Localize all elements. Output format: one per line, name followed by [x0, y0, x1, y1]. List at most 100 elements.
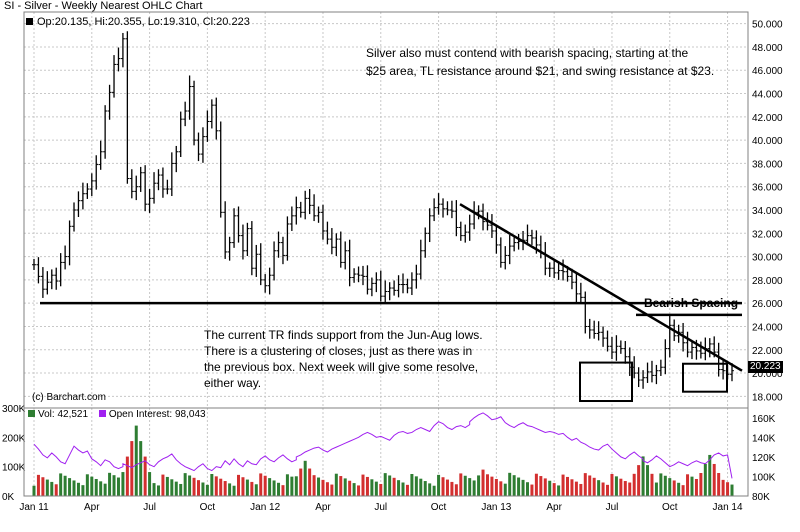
volume-bar: [277, 482, 281, 496]
vol-tick-label: 100K: [2, 463, 26, 474]
volume-bar: [121, 472, 125, 496]
volume-bar: [601, 482, 605, 496]
ohlc-bar: [445, 201, 450, 216]
volume-bar: [85, 474, 89, 496]
volume-bar: [588, 475, 592, 496]
volume-bar: [281, 485, 285, 496]
ohlc-bar: [463, 224, 468, 243]
ohlc-bar: [374, 272, 379, 293]
ohlc-bar: [98, 140, 103, 170]
ohlc-bar: [707, 338, 712, 358]
ohlc-bar: [423, 227, 428, 258]
volume-bar: [116, 477, 120, 496]
ohlc-bar: [152, 172, 157, 204]
ohlc-bar: [169, 152, 174, 197]
volume-bar: [32, 485, 36, 496]
y-tick-label: 32.000: [752, 229, 783, 240]
y-tick-label: 24.000: [752, 322, 783, 333]
volume-bar: [454, 484, 458, 496]
volume-bar: [383, 473, 387, 496]
volume-bar: [223, 481, 227, 496]
ohlc-bar: [503, 246, 508, 270]
ohlc-bar: [458, 221, 463, 241]
ohlc-bar: [209, 99, 214, 129]
ohlc-bar: [547, 262, 552, 277]
ohlc-bar: [529, 229, 534, 245]
ohlc-bar: [667, 314, 672, 358]
ohlc-bar: [352, 268, 357, 283]
volume-bar: [290, 476, 294, 496]
ohlc-bar: [147, 189, 152, 213]
volume-bar: [637, 465, 641, 496]
ohlc-bar: [183, 101, 188, 127]
ohlc-bar: [285, 216, 290, 261]
ohlc-bar: [312, 194, 317, 222]
x-tick-label: Oct: [431, 502, 447, 513]
volume-bar: [472, 480, 476, 496]
volume-bar: [245, 479, 249, 496]
volume-bar: [650, 473, 654, 496]
ohlc-bar: [174, 145, 179, 173]
ohlc-readout: Op:20.135, Hi:20.355, Lo:19.310, Cl:20.2…: [26, 14, 250, 30]
volume-bar: [548, 480, 552, 496]
volume-bar: [485, 474, 489, 496]
ohlc-bar: [641, 370, 646, 389]
volume-bar: [579, 483, 583, 496]
ohlc-bar: [67, 220, 72, 266]
box-jun-aug: [579, 361, 633, 403]
ohlc-bar: [392, 280, 397, 296]
legend-swatch-icon: [26, 18, 33, 25]
vol-tick-label: 0K: [2, 492, 15, 503]
ohlc-bar: [329, 228, 334, 255]
volume-bar: [632, 473, 636, 496]
volume-bar: [423, 481, 427, 496]
volume-bar: [525, 482, 529, 496]
volume-bar: [566, 476, 570, 496]
volume-bar: [730, 484, 734, 496]
volume-bar: [690, 476, 694, 496]
ohlc-values: Op:20.135, Hi:20.355, Lo:19.310, Cl:20.2…: [37, 16, 250, 28]
ohlc-bar: [58, 253, 63, 287]
open-interest-line: [33, 412, 733, 479]
ohlc-bar: [116, 47, 121, 72]
volume-bar: [686, 474, 690, 496]
ohlc-bar: [592, 320, 597, 339]
volume-bar: [228, 483, 232, 496]
volume-bar: [708, 454, 712, 496]
volume-bar: [108, 472, 112, 496]
volume-bar: [143, 456, 147, 496]
oi-tick-label: 140K: [752, 433, 776, 444]
ohlc-bar: [525, 224, 530, 246]
volume-bar: [268, 478, 272, 496]
volume-bar: [646, 465, 650, 496]
ohlc-bar: [45, 271, 50, 295]
annotation-top: Silver also must contend with bearish sp…: [366, 44, 714, 80]
ohlc-bar: [134, 175, 139, 201]
ohlc-bar: [63, 245, 68, 270]
volume-bar: [397, 480, 401, 496]
ohlc-bar: [40, 267, 45, 298]
ohlc-bar: [267, 267, 272, 295]
ohlc-bar: [716, 342, 721, 377]
legend-swatch-icon: [98, 410, 106, 417]
ohlc-bar: [472, 201, 477, 230]
volume-bar: [561, 474, 565, 496]
volume-bar: [441, 477, 445, 496]
volume-bar: [521, 479, 525, 496]
y-tick-label: 40.000: [752, 136, 783, 147]
ohlc-bar: [605, 330, 610, 352]
ohlc-bar: [196, 132, 201, 162]
volume-bar: [677, 482, 681, 496]
volume-bar: [201, 482, 205, 496]
volume-bar: [312, 475, 316, 496]
ohlc-bar: [320, 204, 325, 240]
ohlc-bar: [583, 291, 588, 334]
volume-bar: [152, 483, 156, 496]
ohlc-bar: [432, 198, 437, 222]
ohlc-bar: [441, 198, 446, 218]
volume-bar: [619, 478, 623, 496]
grid-lines: [24, 12, 748, 496]
trendline: [459, 203, 743, 372]
x-tick-label: Jan 14: [713, 502, 743, 513]
volume-bar: [370, 479, 374, 496]
